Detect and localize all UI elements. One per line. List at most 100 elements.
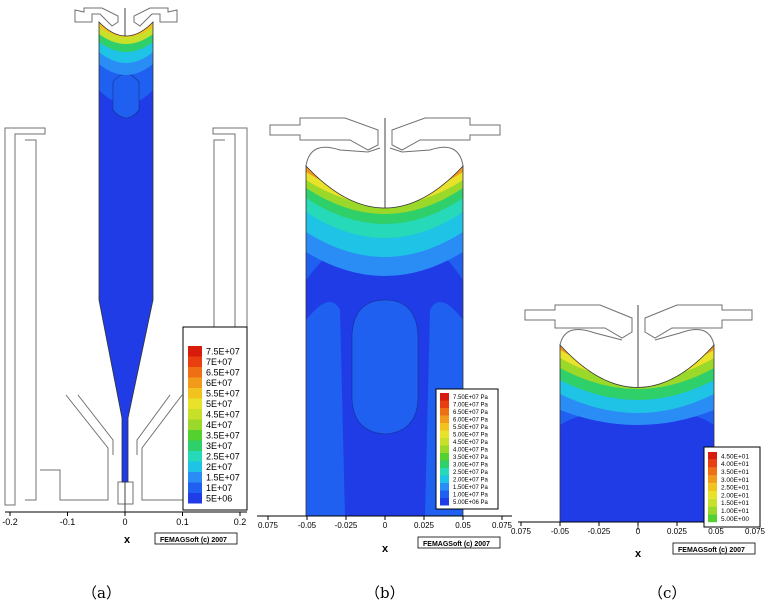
x-tick-label: 0.075	[258, 521, 279, 530]
caption-b: （b）	[365, 584, 405, 602]
x-tick-label: 0.2	[234, 517, 247, 527]
legend-label: 3.5E+07	[206, 431, 240, 441]
legend-swatch	[440, 453, 449, 461]
legend-label: 7.00E+07 Pa	[453, 403, 489, 409]
legend-swatch	[440, 393, 449, 401]
legend-swatch	[708, 506, 717, 515]
x-tick-label: 0	[122, 517, 127, 527]
legend-swatch	[440, 468, 449, 476]
legend-swatch	[440, 460, 449, 468]
legend-label: 3.00E+01	[721, 477, 749, 484]
legend-label: 6E+07	[206, 378, 232, 388]
credit-b: FEMAGSoft (c) 2007	[423, 541, 490, 548]
legend-swatch	[188, 419, 202, 430]
legend-swatch	[708, 514, 717, 523]
legend-swatch	[708, 498, 717, 507]
legend-swatch	[188, 461, 202, 472]
credit-a: FEMAGSoft (c) 2007	[160, 537, 227, 544]
legend-label: 1.00E+01	[721, 508, 749, 515]
legend-label: 2.50E+07 Pa	[453, 470, 489, 476]
legend-label: 5E+07	[206, 399, 232, 409]
panel-a: -0.2 -0.1 0 0.1 0.2 x 7.5E+077E+076.5E+076E+…	[2, 7, 248, 602]
legend-label: 6.50E+07 Pa	[453, 410, 489, 416]
legend-swatch	[188, 430, 202, 441]
caption-a: （a）	[82, 584, 121, 602]
legend-label: 5.50E+07 Pa	[453, 425, 489, 431]
legend-label: 2.50E+01	[721, 485, 749, 492]
legend-a: 7.5E+077E+076.5E+076E+075.5E+075E+074.5E…	[182, 326, 248, 511]
legend-swatch	[188, 398, 202, 409]
legend-label: 5.00E+07 Pa	[453, 433, 489, 439]
legend-label: 4.5E+07	[206, 410, 240, 420]
legend-swatch	[440, 415, 449, 423]
legend-label: 1.50E+01	[721, 500, 749, 507]
legend-swatch	[440, 400, 449, 408]
x-tick-label: 0.1	[176, 517, 189, 527]
x-axis-label-a: x	[124, 534, 131, 546]
legend-swatch	[188, 377, 202, 388]
x-tick-label: -0.05	[551, 527, 570, 536]
legend-label: 5.5E+07	[206, 389, 240, 399]
legend-label: 1E+07	[206, 483, 232, 493]
legend-swatch	[708, 459, 717, 468]
legend-label: 4.50E+01	[721, 453, 749, 460]
legend-swatch	[188, 472, 202, 483]
legend-label: 4E+07	[206, 420, 232, 430]
x-tick-label: -0.1	[60, 517, 76, 527]
legend-label: 6.5E+07	[206, 368, 240, 378]
legend-swatch	[188, 440, 202, 451]
legend-swatch	[188, 346, 202, 357]
x-axis-label-c: x	[635, 548, 642, 560]
contour-field-a	[99, 22, 153, 482]
legend-label: 4.50E+07 Pa	[453, 440, 489, 446]
legend-swatch	[440, 475, 449, 483]
legend-swatch	[440, 438, 449, 446]
legend-swatch	[188, 409, 202, 420]
contour-field-b	[306, 166, 463, 516]
legend-label: 1.5E+07	[206, 473, 240, 483]
legend-swatch	[708, 475, 717, 484]
legend-swatch	[188, 493, 202, 504]
legend-c: 4.50E+014.00E+013.50E+013.00E+012.50E+01…	[703, 446, 761, 528]
legend-swatch	[708, 467, 717, 476]
legend-swatch	[188, 388, 202, 399]
legend-swatch	[440, 490, 449, 498]
caption-c: （c）	[648, 584, 686, 602]
x-axis-label-b: x	[382, 543, 389, 555]
legend-label: 1.00E+07 Pa	[453, 493, 489, 499]
legend-label: 5.00E+06 Pa	[453, 500, 489, 506]
legend-label: 2.00E+01	[721, 492, 749, 499]
panel-b: 0.075 -0.05 -0.025 0 0.025 0.05 0.075 x 7.50E+…	[257, 117, 513, 602]
x-tick-label: 0.075	[492, 521, 513, 530]
x-ticks-b: 0.075 -0.05 -0.025 0 0.025 0.05 0.075	[258, 516, 513, 530]
legend-label: 4.00E+01	[721, 461, 749, 468]
legend-swatch	[440, 498, 449, 506]
legend-label: 3E+07	[206, 441, 232, 451]
legend-swatch	[708, 491, 717, 499]
legend-label: 5.00E+00	[721, 516, 749, 523]
credit-c: FEMAGSoft (c) 2007	[678, 547, 745, 554]
legend-label: 2.5E+07	[206, 452, 240, 462]
x-ticks-a: -0.2 -0.1 0 0.1 0.2	[2, 512, 246, 527]
x-tick-label: 0	[636, 527, 641, 536]
x-tick-label: 0.05	[708, 527, 724, 536]
legend-label: 7E+07	[206, 357, 232, 367]
legend-label: 2E+07	[206, 462, 232, 472]
legend-swatch	[708, 483, 717, 491]
legend-swatch	[188, 367, 202, 378]
legend-label: 3.50E+07 Pa	[453, 455, 489, 461]
legend-swatch	[440, 423, 449, 431]
legend-label: 3.50E+01	[721, 469, 749, 476]
legend-b: 7.50E+07 Pa 7.00E+07 Pa6.50E+07 Pa 6.00E+0…	[435, 388, 499, 510]
x-tick-label: 0.025	[414, 521, 435, 530]
x-tick-label: -0.05	[298, 521, 317, 530]
legend-swatch	[188, 451, 202, 462]
x-tick-label: 0.025	[667, 527, 688, 536]
legend-label: 2.00E+07 Pa	[453, 478, 489, 484]
x-tick-label: 0	[383, 521, 388, 530]
legend-label: 4.00E+07 Pa	[453, 448, 489, 454]
x-ticks-c: 0.075 -0.05 -0.025 0 0.025 0.05 0.075	[511, 522, 766, 536]
legend-swatch	[440, 483, 449, 491]
legend-label: 6.00E+07 Pa	[453, 418, 489, 424]
